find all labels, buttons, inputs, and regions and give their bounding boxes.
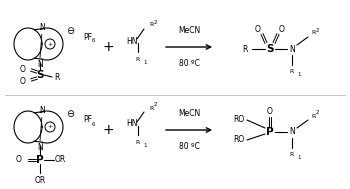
- Text: N: N: [289, 44, 295, 53]
- Text: OR: OR: [34, 176, 46, 185]
- Text: N: N: [37, 143, 43, 152]
- Text: 2: 2: [154, 19, 158, 25]
- Text: 1: 1: [143, 143, 147, 148]
- Text: R: R: [136, 140, 140, 145]
- Text: 2: 2: [154, 102, 158, 108]
- Text: MeCN: MeCN: [178, 109, 200, 118]
- Text: R: R: [290, 69, 294, 74]
- Text: PF: PF: [83, 115, 92, 125]
- Text: R: R: [311, 114, 315, 119]
- Text: 80 ºC: 80 ºC: [178, 142, 199, 151]
- Text: S: S: [266, 44, 274, 54]
- Text: O: O: [255, 25, 261, 33]
- Text: 80 ºC: 80 ºC: [178, 59, 199, 68]
- Text: RO: RO: [234, 115, 245, 125]
- Text: O: O: [267, 108, 273, 116]
- Text: P: P: [36, 155, 44, 165]
- Text: 1: 1: [297, 72, 301, 77]
- Text: 6: 6: [92, 122, 96, 126]
- Text: R: R: [311, 30, 315, 36]
- Text: N: N: [39, 23, 45, 33]
- Text: N: N: [39, 106, 45, 115]
- Text: R: R: [149, 22, 153, 28]
- Text: N: N: [289, 128, 295, 136]
- Text: OR: OR: [55, 156, 66, 164]
- Text: HN: HN: [126, 36, 138, 46]
- Text: ⊖: ⊖: [66, 26, 74, 36]
- Text: +: +: [102, 123, 114, 137]
- Text: +: +: [47, 42, 52, 46]
- Text: R: R: [243, 44, 248, 53]
- Text: RO: RO: [234, 136, 245, 145]
- Text: MeCN: MeCN: [178, 26, 200, 35]
- Text: 6: 6: [92, 39, 96, 43]
- Text: R: R: [290, 152, 294, 157]
- Text: 2: 2: [316, 28, 320, 33]
- Text: PF: PF: [83, 33, 92, 42]
- Text: O: O: [279, 25, 285, 33]
- Text: HN: HN: [126, 119, 138, 129]
- Text: N: N: [37, 60, 43, 69]
- Text: O: O: [16, 156, 22, 164]
- Text: S: S: [36, 70, 44, 80]
- Text: 1: 1: [297, 155, 301, 160]
- Text: 1: 1: [143, 60, 147, 65]
- Text: 2: 2: [316, 111, 320, 115]
- Text: O: O: [20, 64, 26, 74]
- Text: ⊖: ⊖: [66, 109, 74, 119]
- Text: P: P: [266, 127, 274, 137]
- Text: +: +: [47, 125, 52, 129]
- Text: O: O: [20, 77, 26, 85]
- Text: R: R: [149, 105, 153, 111]
- Text: R: R: [136, 57, 140, 62]
- Text: R: R: [54, 74, 60, 83]
- Text: +: +: [102, 40, 114, 54]
